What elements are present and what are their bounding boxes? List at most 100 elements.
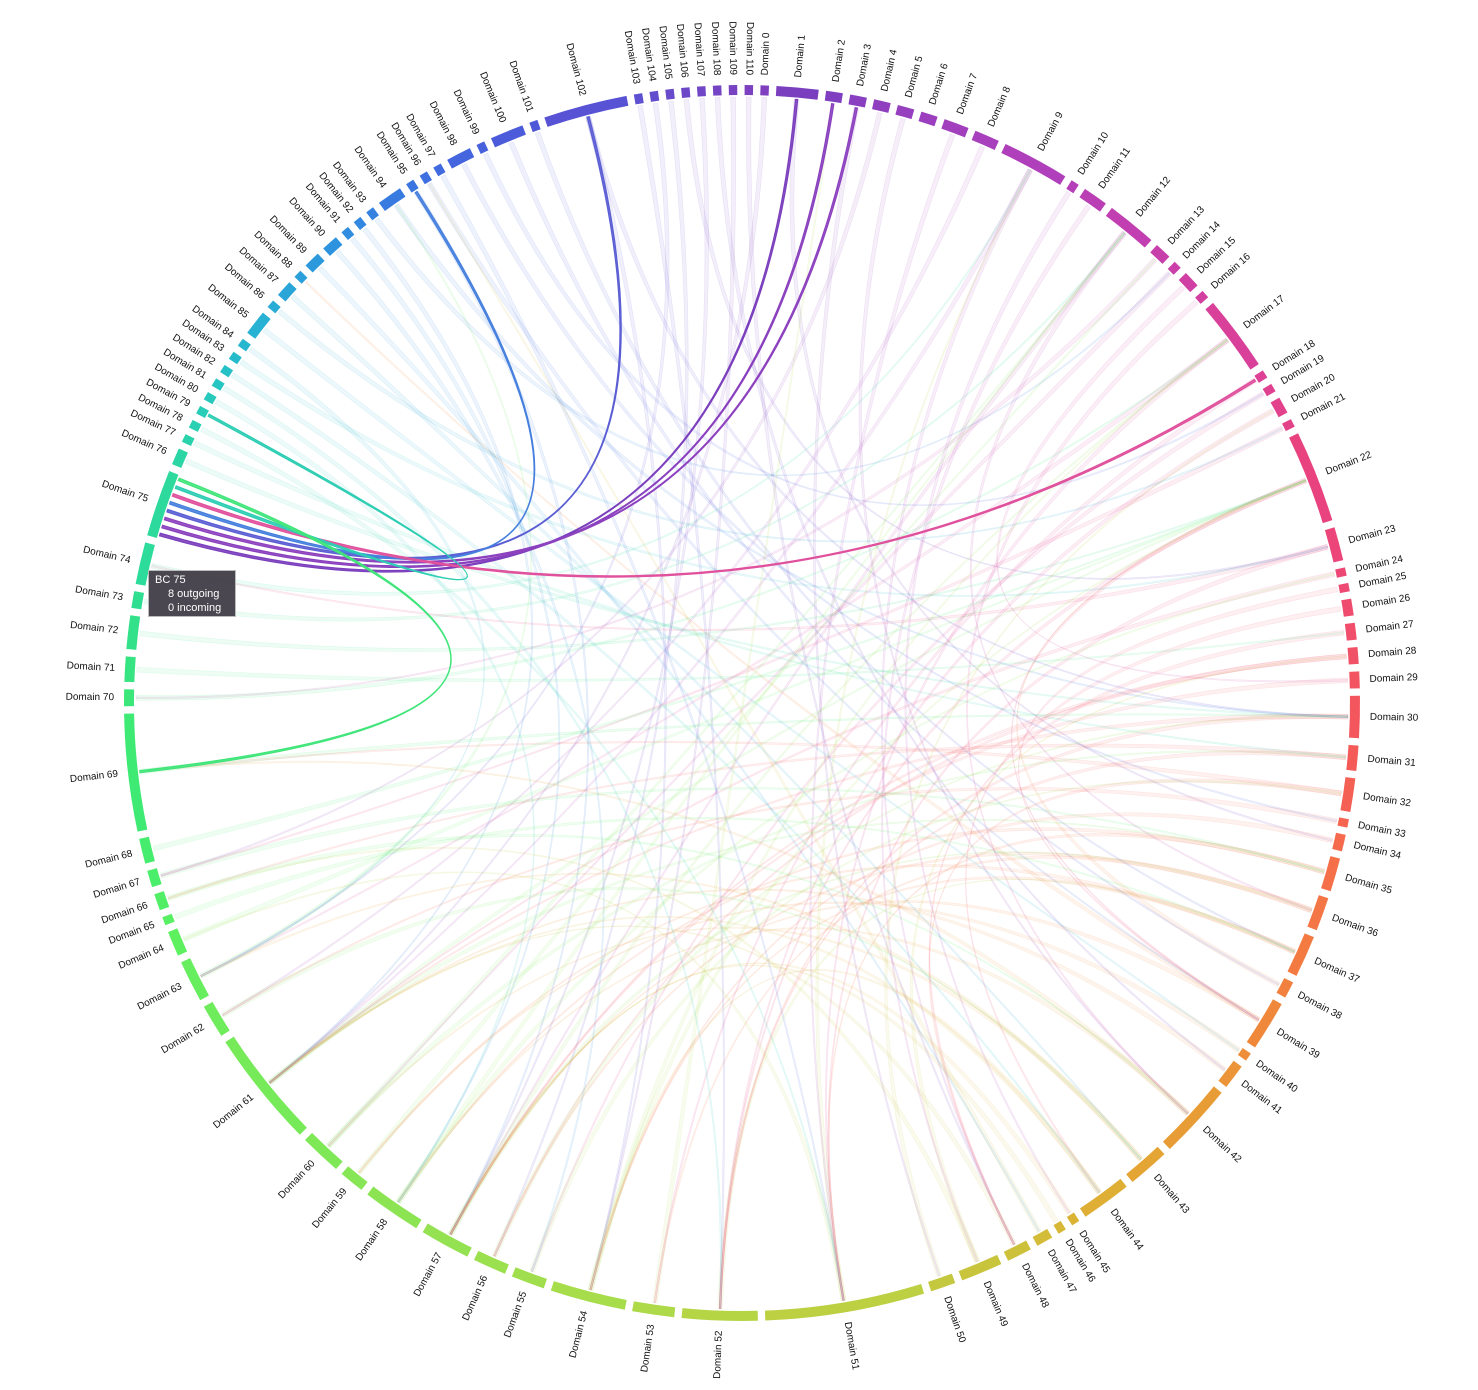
domain-arc-88[interactable] [294,270,308,284]
domain-arc-79[interactable] [196,405,209,419]
domain-arc-1[interactable] [775,85,819,100]
domain-arc-51[interactable] [764,1284,925,1321]
domain-arc-4[interactable] [872,99,891,113]
domain-arc-101[interactable] [529,119,541,133]
domain-arc-57[interactable] [422,1223,472,1257]
domain-arc-100[interactable] [490,125,526,148]
domain-arc-105[interactable] [665,88,675,100]
highlighted-link-18[interactable] [171,378,1257,578]
domain-arc-48[interactable] [1003,1240,1031,1261]
domain-arc-41[interactable] [1218,1060,1242,1087]
domain-arc-108[interactable] [712,85,722,96]
domain-arc-36[interactable] [1307,895,1329,931]
domain-arc-30[interactable] [1349,695,1360,739]
domain-arc-25[interactable] [1338,582,1350,594]
domain-arc-106[interactable] [681,87,691,98]
domain-arc-83[interactable] [228,351,242,365]
domain-arc-55[interactable] [511,1267,547,1289]
domain-arc-69[interactable] [124,713,148,832]
domain-arc-29[interactable] [1349,671,1360,689]
domain-arc-95[interactable] [406,179,419,193]
domain-arc-14[interactable] [1167,261,1181,275]
domain-arc-75[interactable] [147,470,179,538]
domain-arc-33[interactable] [1337,817,1349,828]
domain-arc-80[interactable] [203,391,217,405]
domain-arc-85[interactable] [247,312,271,339]
domain-arc-104[interactable] [649,90,660,102]
domain-arc-65[interactable] [162,913,175,926]
domain-arc-38[interactable] [1276,977,1294,998]
domain-arc-40[interactable] [1237,1047,1251,1061]
domain-arc-70[interactable] [124,689,135,707]
domain-arc-20[interactable] [1270,397,1288,418]
domain-arc-58[interactable] [367,1186,422,1229]
highlighted-link-3[interactable] [163,106,859,564]
domain-arc-63[interactable] [181,958,209,1001]
domain-arc-35[interactable] [1321,856,1341,892]
domain-arc-16[interactable] [1195,290,1209,304]
domain-arc-77[interactable] [181,434,195,447]
domain-arc-31[interactable] [1346,744,1359,772]
domain-arc-94[interactable] [378,188,406,211]
domain-arc-13[interactable] [1150,245,1170,264]
domain-arc-34[interactable] [1332,832,1346,852]
domain-arc-22[interactable] [1289,433,1333,524]
domain-arc-49[interactable] [958,1254,1002,1281]
domain-arc-90[interactable] [323,237,343,256]
domain-arc-59[interactable] [341,1166,368,1190]
domain-arc-28[interactable] [1347,646,1359,665]
domain-arc-72[interactable] [126,615,141,650]
domain-arc-9[interactable] [1001,144,1066,185]
domain-arc-81[interactable] [211,378,225,391]
domain-arc-60[interactable] [304,1132,343,1169]
domain-arc-61[interactable] [225,1036,307,1135]
highlighted-link-1[interactable] [158,98,799,573]
domain-arc-93[interactable] [366,207,379,221]
domain-arc-92[interactable] [353,216,367,230]
domain-arc-27[interactable] [1344,622,1357,641]
domain-arc-84[interactable] [237,338,251,352]
domain-arc-47[interactable] [1032,1228,1053,1246]
domain-arc-7[interactable] [941,119,969,138]
domain-arc-99[interactable] [476,141,489,154]
domain-arc-87[interactable] [277,282,297,302]
domain-arc-43[interactable] [1126,1146,1165,1183]
domain-arc-74[interactable] [135,542,155,586]
highlighted-link-79[interactable] [174,413,468,581]
domain-arc-52[interactable] [681,1308,758,1321]
domain-arc-98[interactable] [447,148,475,169]
domain-arc-15[interactable] [1178,273,1198,293]
domain-arc-89[interactable] [305,253,325,273]
domain-arc-54[interactable] [550,1281,627,1310]
domain-arc-6[interactable] [918,111,938,127]
domain-arc-110[interactable] [744,85,754,96]
domain-arc-37[interactable] [1287,933,1314,976]
domain-arc-67[interactable] [147,868,162,888]
domain-arc-96[interactable] [419,171,432,185]
domain-arc-102[interactable] [544,95,629,127]
domain-arc-18[interactable] [1254,370,1268,383]
highlighted-link-2[interactable] [161,102,835,568]
domain-arc-56[interactable] [473,1250,509,1274]
domain-arc-10[interactable] [1066,180,1079,194]
domain-arc-44[interactable] [1079,1178,1127,1217]
domain-arc-76[interactable] [172,448,188,468]
domain-arc-24[interactable] [1335,567,1347,578]
domain-arc-62[interactable] [203,1001,230,1036]
domain-arc-86[interactable] [267,300,281,314]
domain-arc-42[interactable] [1162,1086,1222,1149]
domain-arc-8[interactable] [971,130,999,150]
domain-arc-0[interactable] [760,85,770,96]
domain-arc-46[interactable] [1053,1220,1066,1234]
domain-arc-103[interactable] [633,93,644,105]
domain-arc-73[interactable] [131,591,145,610]
domain-arc-5[interactable] [895,104,915,120]
domain-arc-23[interactable] [1324,527,1344,563]
highlighted-link-69[interactable] [139,477,452,774]
domain-arc-17[interactable] [1205,302,1259,370]
domain-arc-71[interactable] [124,656,136,683]
domain-arc-53[interactable] [632,1301,676,1318]
domain-arc-109[interactable] [728,85,738,96]
domain-arc-66[interactable] [154,891,170,911]
domain-arc-19[interactable] [1262,383,1276,397]
